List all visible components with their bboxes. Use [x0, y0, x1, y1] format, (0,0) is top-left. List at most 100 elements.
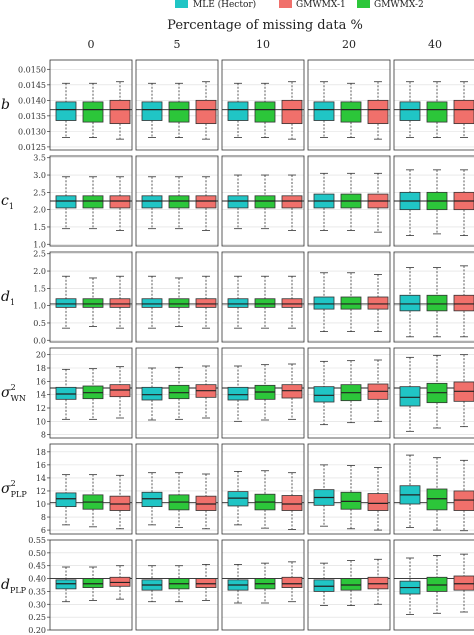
y-tick-label: 8 [41, 431, 46, 440]
box-gmwmx-2 [426, 267, 448, 338]
iqr-box [281, 99, 303, 125]
panel-frame [49, 251, 133, 343]
box-gmwmx-2 [82, 368, 104, 420]
iqr-box [399, 386, 421, 407]
box-mle-hector- [227, 470, 249, 526]
box-gmwmx-1 [453, 169, 474, 237]
row-label-symbol: σ [1, 481, 11, 497]
box-gmwmx-2 [82, 176, 104, 230]
iqr-box [168, 384, 190, 400]
box-mle-hector- [141, 82, 163, 138]
column-header: 10 [256, 38, 270, 51]
box-gmwmx-1 [109, 565, 131, 600]
y-tick-label: 0.0 [33, 336, 46, 345]
panel-frame [49, 59, 133, 151]
panel-frame [393, 59, 474, 151]
y-tick-label: 12 [36, 404, 46, 413]
row-label-symbol: d [1, 577, 10, 593]
iqr-box [109, 576, 131, 587]
y-tick-label: 18 [36, 364, 46, 373]
y-tick-label: 0.0130 [18, 127, 46, 136]
row-label: σ2 WN [1, 383, 26, 403]
y-tick-label: 16 [36, 461, 46, 470]
panel-frame [135, 539, 219, 631]
box-gmwmx-2 [168, 176, 190, 230]
panel [49, 347, 133, 439]
box-gmwmx-2 [254, 275, 276, 329]
iqr-box [109, 495, 131, 511]
panel-frame [393, 443, 474, 535]
iqr-box [281, 195, 303, 209]
iqr-box [195, 99, 217, 125]
iqr-box [426, 488, 448, 511]
box-gmwmx-1 [367, 558, 389, 605]
panel-frame [49, 443, 133, 535]
y-tick-label: 1.5 [33, 284, 46, 293]
iqr-box [313, 296, 335, 310]
y-tick-label: 12 [36, 487, 46, 496]
iqr-box [399, 294, 421, 312]
panel [307, 347, 391, 439]
box-gmwmx-2 [254, 364, 276, 421]
panel-frame [307, 443, 391, 535]
y-tick-label: 0.30 [28, 600, 46, 609]
row-labels: b0.01250.01300.01350.01400.01450.0150c11… [1, 65, 50, 635]
panel [221, 155, 305, 247]
row-label: d1 [1, 289, 15, 307]
box-gmwmx-1 [453, 459, 474, 532]
y-tick-label: 0.40 [28, 575, 46, 584]
box-gmwmx-2 [426, 457, 448, 531]
panel-frame [393, 155, 474, 247]
box-gmwmx-2 [426, 169, 448, 235]
box-gmwmx-1 [367, 81, 389, 140]
box-mle-hector- [313, 464, 335, 527]
panel [393, 59, 474, 151]
iqr-box [453, 490, 474, 511]
legend-label-gmwmx2: GMWMX-2 [374, 0, 424, 10]
y-tick-label: 3.5 [33, 154, 46, 163]
box-gmwmx-2 [82, 277, 104, 327]
y-tick-label: 0.0125 [18, 143, 46, 152]
box-mle-hector- [399, 557, 421, 615]
box-gmwmx-2 [340, 272, 362, 333]
iqr-box [313, 101, 335, 121]
y-tick-label: 14 [36, 391, 46, 400]
box-mle-hector- [399, 454, 421, 528]
iqr-box [141, 101, 163, 121]
panel [49, 251, 133, 343]
y-tick-label: 2.0 [33, 267, 46, 276]
chart-title: Percentage of missing data % [167, 18, 363, 33]
row-label: dPLP [1, 577, 27, 595]
legend: MLE (Hector) GMWMX-1 GMWMX-2 [175, 0, 424, 10]
y-tick-label: 0.50 [28, 549, 46, 558]
row-label: b [1, 97, 10, 113]
box-gmwmx-1 [281, 275, 303, 329]
box-gmwmx-2 [340, 360, 362, 424]
box-mle-hector- [141, 565, 163, 603]
y-tick-label: 0.35 [28, 587, 46, 596]
box-gmwmx-2 [426, 81, 448, 138]
iqr-box [227, 101, 249, 121]
legend-label-gmwmx1: GMWMX-1 [296, 0, 346, 10]
iqr-box [109, 384, 131, 398]
y-tick-label: 10 [36, 500, 46, 509]
box-mle-hector- [313, 81, 335, 138]
iqr-box [141, 195, 163, 209]
y-tick-label: 0.0140 [18, 96, 46, 105]
iqr-box [195, 578, 217, 588]
box-mle-hector- [55, 82, 77, 138]
iqr-box [82, 101, 104, 123]
box-mle-hector- [55, 474, 77, 526]
box-mle-hector- [227, 564, 249, 604]
panel-frame [393, 539, 474, 631]
panel-frame [221, 155, 305, 247]
panel [307, 59, 391, 151]
box-mle-hector- [55, 275, 77, 329]
panel-frame [221, 539, 305, 631]
panel [221, 347, 305, 439]
panel-frame [135, 251, 219, 343]
box-mle-hector- [399, 81, 421, 138]
iqr-box [367, 576, 389, 590]
y-tick-label: 20 [36, 351, 46, 360]
